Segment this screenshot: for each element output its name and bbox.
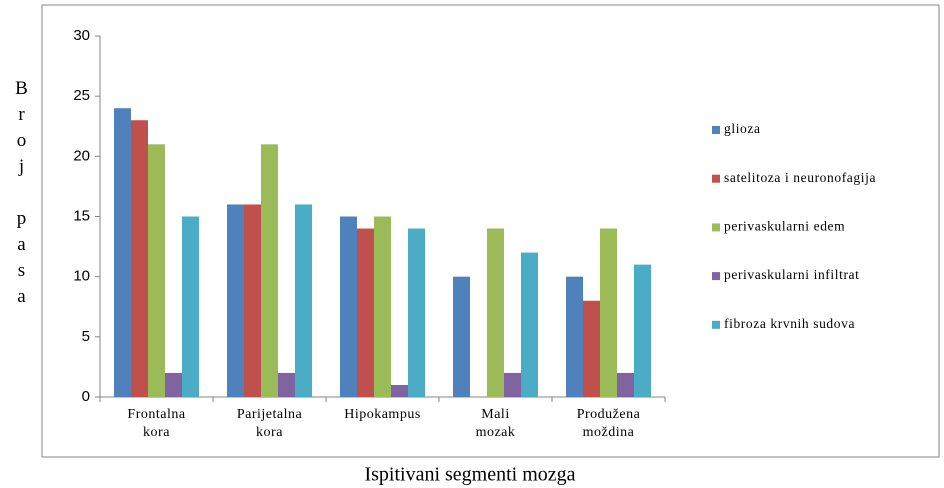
- x-tick-label: Produžena moždina: [577, 407, 641, 440]
- x-tick-label: Frontalna kora: [127, 407, 185, 440]
- y-tick-label: 20: [73, 147, 90, 164]
- y-axis-title: Broj pasa: [11, 78, 32, 312]
- y-tick-label: 10: [73, 268, 90, 285]
- y-tick-label: 30: [73, 27, 90, 44]
- legend-swatch: [712, 223, 720, 232]
- legend-label: satelitoza i neuronofagija: [724, 170, 876, 185]
- bar: [278, 372, 295, 397]
- legend-label: fibroza krvnih sudova: [724, 316, 855, 331]
- bar: [295, 204, 312, 397]
- y-tick-label: 15: [73, 207, 90, 224]
- legend-swatch: [712, 320, 720, 329]
- y-tick-label: 0: [82, 388, 90, 405]
- bar: [374, 216, 391, 397]
- x-tick-label: Parijetalna kora: [237, 407, 303, 440]
- bar: [617, 372, 634, 397]
- bar: [114, 108, 131, 397]
- bar: [261, 144, 278, 397]
- bar: [227, 204, 244, 397]
- legend-swatch: [712, 272, 720, 281]
- legend-swatch: [712, 174, 720, 183]
- bar: [148, 144, 165, 397]
- legend-label: perivaskularni infiltrat: [724, 267, 860, 282]
- bar: [487, 228, 504, 397]
- chart-border: [41, 4, 940, 458]
- x-tick-label: Mali mozak: [476, 407, 516, 440]
- bar: [634, 264, 651, 397]
- bar: [408, 228, 425, 397]
- y-tick-label: 5: [82, 328, 90, 345]
- bar: [357, 228, 374, 397]
- bar: [165, 372, 182, 397]
- legend-label: perivaskularni edem: [724, 218, 845, 233]
- legend-swatch: [712, 126, 720, 134]
- bar: [453, 276, 470, 397]
- bar: [504, 372, 521, 397]
- bar: [583, 300, 600, 397]
- bar: [131, 120, 148, 397]
- y-tick-label: 25: [73, 87, 90, 104]
- x-axis-title: Ispitivani segmenti mozga: [364, 464, 575, 486]
- bar: [244, 204, 261, 397]
- bar: [340, 216, 357, 397]
- bar: [182, 216, 199, 397]
- bar: [521, 252, 538, 397]
- legend-label: glioza: [724, 121, 761, 136]
- bar: [600, 228, 617, 397]
- x-tick-label: Hipokampus: [344, 407, 421, 422]
- bar: [566, 276, 583, 397]
- bar: [391, 384, 408, 397]
